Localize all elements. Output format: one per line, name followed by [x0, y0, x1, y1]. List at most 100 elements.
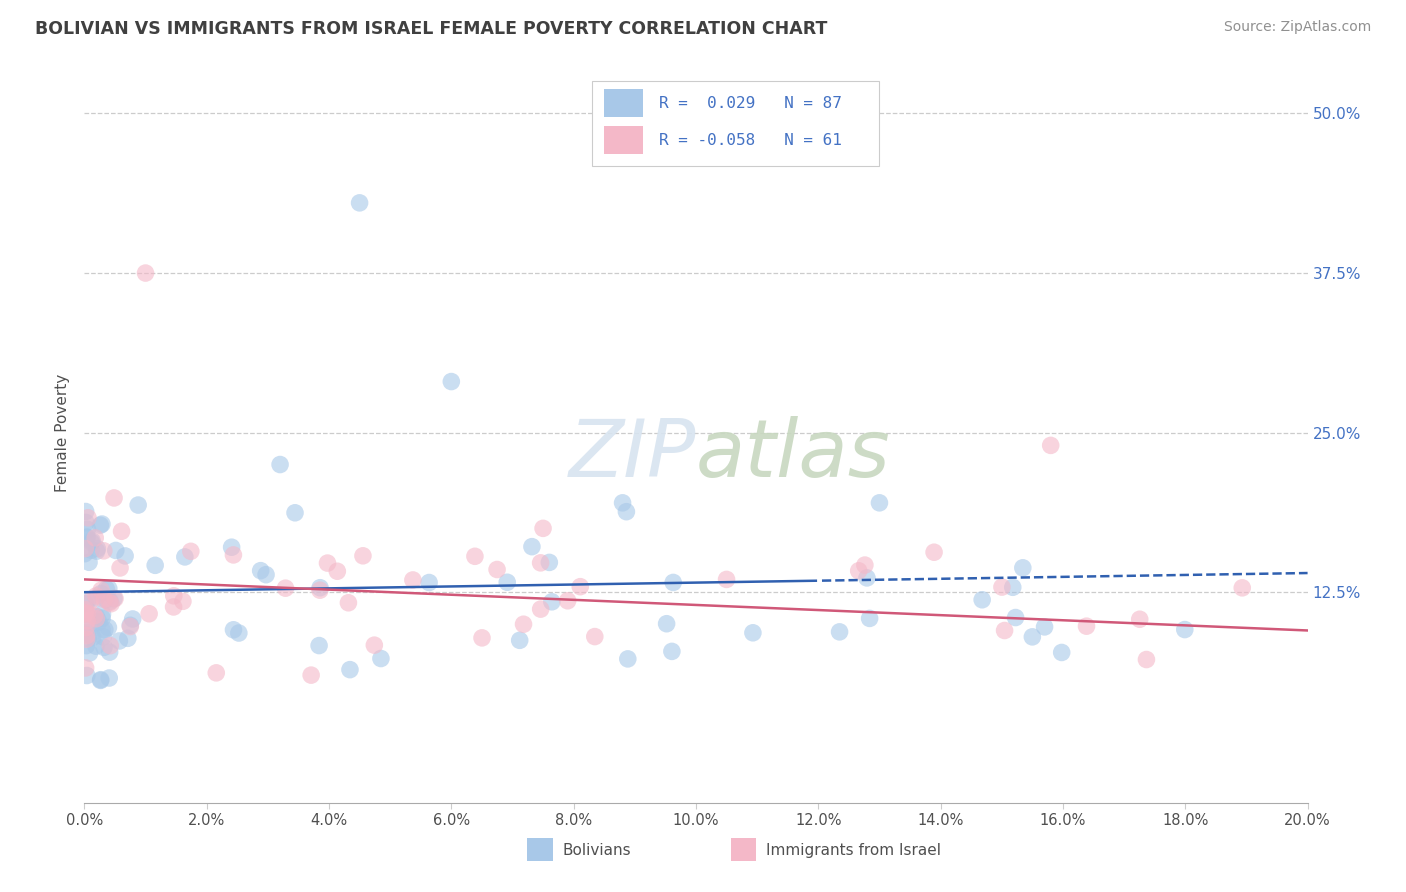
Point	[76, 625, 98, 640]
Point	[326, 564, 349, 578]
Point	[853, 558, 876, 573]
Point	[84, 612, 107, 626]
Point	[162, 599, 184, 614]
Point	[228, 626, 250, 640]
Point	[557, 594, 579, 608]
Point	[90, 673, 112, 687]
Point	[73, 607, 96, 621]
Point	[402, 573, 425, 587]
Point	[612, 496, 634, 510]
Point	[93, 592, 115, 607]
Point	[173, 549, 195, 564]
Point	[97, 620, 120, 634]
Point	[655, 616, 678, 631]
Point	[98, 594, 121, 608]
Point	[1174, 623, 1197, 637]
Point	[520, 540, 543, 554]
Point	[254, 567, 277, 582]
Point	[90, 583, 112, 598]
Point	[127, 498, 149, 512]
Point	[100, 597, 122, 611]
Point	[1135, 652, 1157, 666]
Point	[76, 595, 98, 609]
Point	[337, 596, 360, 610]
Point	[143, 558, 166, 573]
Point	[859, 611, 882, 625]
Point	[269, 458, 291, 472]
Point	[75, 607, 97, 622]
Point	[80, 543, 103, 558]
Point	[98, 639, 121, 653]
Point	[96, 582, 118, 596]
Text: R =  0.029   N = 87: R = 0.029 N = 87	[659, 95, 842, 111]
Point	[471, 631, 494, 645]
Point	[91, 607, 114, 621]
Point	[661, 644, 683, 658]
Point	[222, 548, 245, 562]
Point	[741, 625, 763, 640]
Point	[86, 541, 108, 556]
Point	[75, 639, 97, 653]
Point	[848, 564, 870, 578]
Point	[316, 556, 339, 570]
Point	[84, 589, 107, 603]
Text: ZIP: ZIP	[568, 416, 696, 494]
Point	[84, 639, 107, 653]
Point	[75, 504, 97, 518]
Text: Immigrants from Israel: Immigrants from Israel	[766, 843, 941, 857]
Point	[363, 638, 385, 652]
Point	[222, 623, 245, 637]
Point	[76, 632, 98, 647]
Point	[530, 556, 553, 570]
Point	[349, 195, 371, 210]
Point	[991, 580, 1014, 594]
Point	[77, 555, 100, 569]
Point	[80, 593, 103, 607]
Point	[75, 603, 97, 617]
Text: BOLIVIAN VS IMMIGRANTS FROM ISRAEL FEMALE POVERTY CORRELATION CHART: BOLIVIAN VS IMMIGRANTS FROM ISRAEL FEMAL…	[35, 20, 828, 37]
Point	[75, 516, 97, 530]
Point	[172, 594, 194, 608]
Point	[284, 506, 307, 520]
Point	[249, 564, 271, 578]
Point	[83, 608, 105, 623]
Point	[117, 632, 139, 646]
Point	[86, 591, 108, 606]
Point	[180, 544, 202, 558]
Point	[104, 543, 127, 558]
Point	[339, 663, 361, 677]
Point	[79, 646, 101, 660]
Point	[98, 645, 121, 659]
Point	[299, 668, 322, 682]
Point	[1076, 619, 1098, 633]
Point	[87, 615, 110, 629]
Point	[75, 541, 97, 556]
Point	[75, 627, 97, 641]
Point	[309, 583, 332, 598]
FancyBboxPatch shape	[592, 81, 880, 166]
Point	[922, 545, 945, 559]
Point	[370, 651, 392, 665]
Point	[90, 673, 112, 688]
Point	[617, 652, 640, 666]
Point	[1050, 645, 1073, 659]
Point	[512, 617, 534, 632]
Point	[75, 606, 97, 620]
Point	[972, 592, 994, 607]
Point	[205, 665, 228, 680]
Point	[98, 671, 121, 685]
Point	[509, 633, 531, 648]
Bar	[605, 126, 644, 154]
Point	[77, 510, 100, 524]
Point	[1011, 561, 1033, 575]
Point	[73, 547, 96, 561]
Point	[103, 491, 125, 505]
Point	[114, 549, 136, 563]
Point	[541, 595, 564, 609]
Point	[82, 631, 104, 645]
Point	[94, 623, 117, 637]
Point	[104, 591, 127, 606]
Point	[97, 582, 120, 596]
Point	[121, 612, 143, 626]
Point	[90, 586, 112, 600]
